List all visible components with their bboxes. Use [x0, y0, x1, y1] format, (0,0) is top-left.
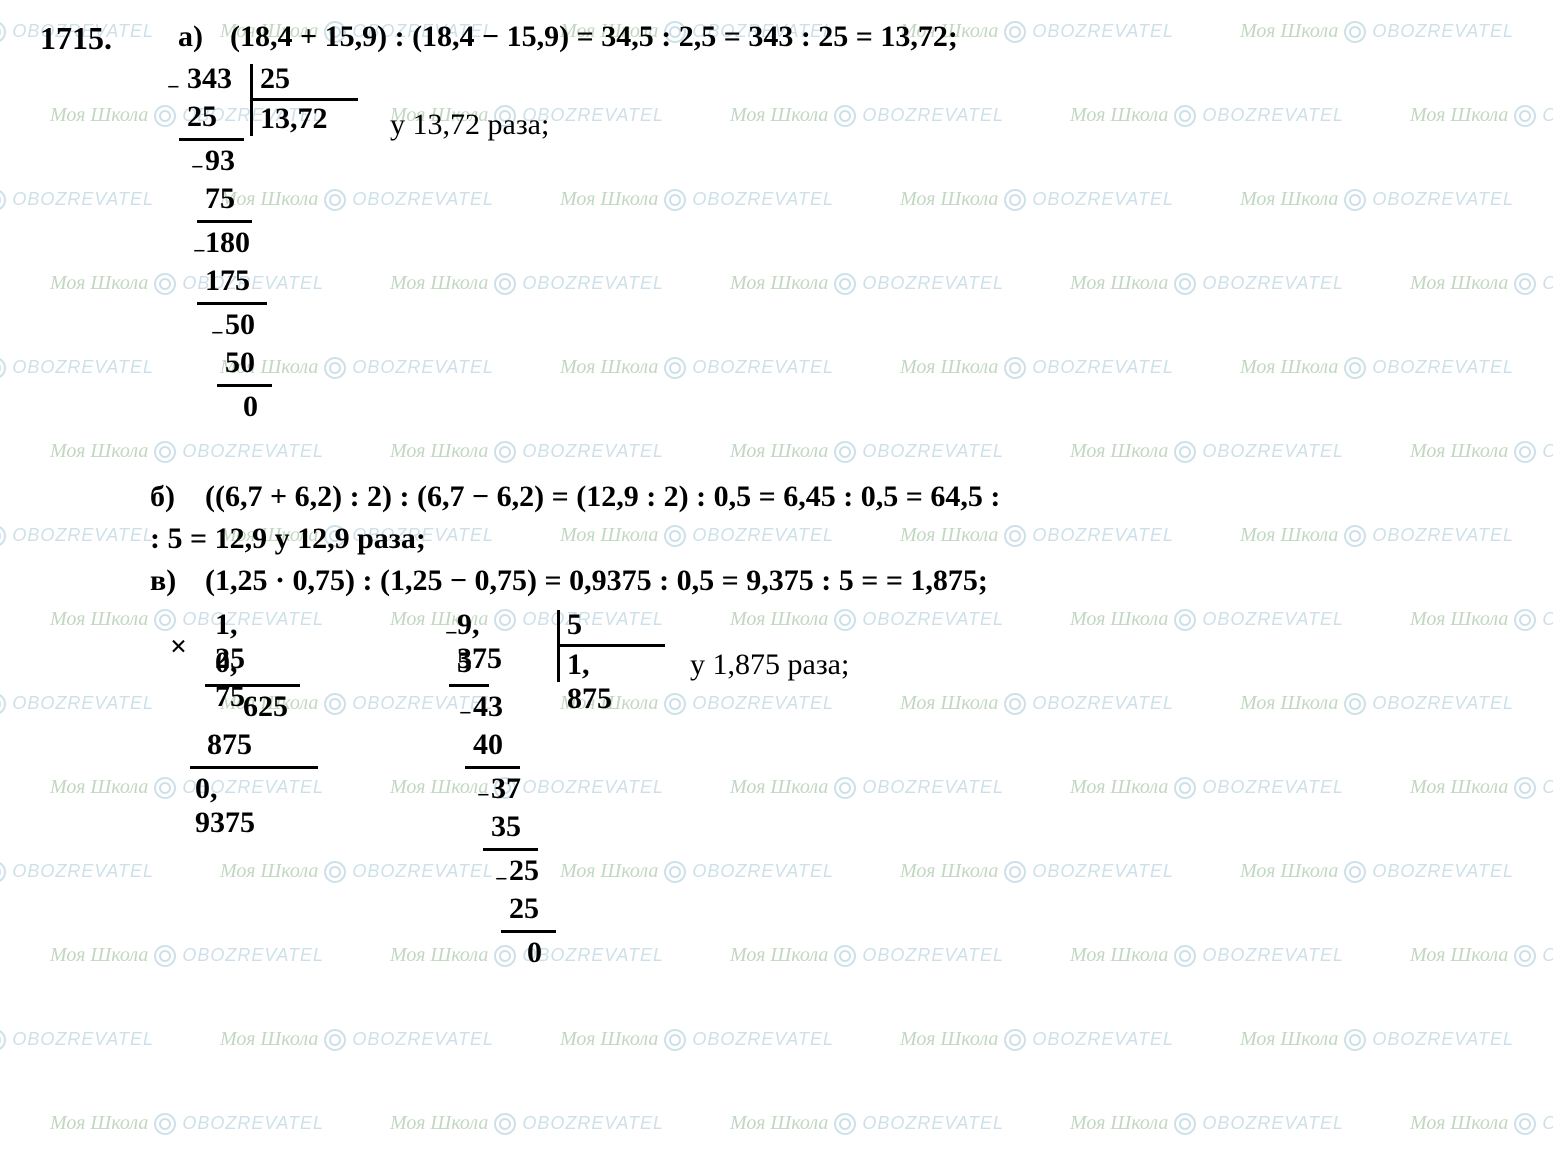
- ld-sub-1: 25: [187, 100, 217, 134]
- ld-step-2a: 93: [205, 144, 235, 178]
- ldc-divisor: 5: [567, 608, 582, 642]
- ldc-hline: [560, 644, 665, 647]
- part-c-answer: у 1,875 раза;: [690, 648, 849, 682]
- ld-step-4a: 50: [225, 308, 255, 342]
- ld-hline-divisor: [253, 98, 358, 101]
- ldc-37: 37: [491, 772, 521, 806]
- ldc-line-2: [465, 766, 520, 769]
- ldc-sub-1: 5: [457, 646, 472, 680]
- ldc-25a: 25: [509, 854, 539, 888]
- ld-line-3: [197, 302, 267, 305]
- mult-p1: 625: [243, 690, 288, 724]
- ld-divisor: 25: [260, 62, 290, 96]
- ldc-35: 35: [491, 810, 521, 844]
- ldc-minus: −: [477, 782, 490, 808]
- part-b-label: б): [150, 480, 175, 514]
- problem-number: 1715.: [40, 20, 112, 57]
- mult-sign: ×: [170, 630, 187, 664]
- part-a-answer: у 13,72 раза;: [390, 108, 549, 142]
- mult-b: 0, 75: [215, 646, 245, 714]
- ldc-line-3: [483, 848, 538, 851]
- ld-quotient: 13,72: [260, 102, 328, 136]
- mult-p2: 875: [207, 728, 252, 762]
- part-a-label: а): [178, 20, 203, 54]
- ldc-minus: −: [459, 700, 472, 726]
- ld-minus: −: [167, 74, 180, 100]
- part-b-line2: : 5 = 12,9 у 12,9 раза;: [150, 522, 426, 556]
- ldc-minus: −: [445, 620, 458, 646]
- ld-minus: −: [211, 320, 224, 346]
- ldc-25b: 25: [509, 892, 539, 926]
- ldc-line-4: [501, 930, 556, 933]
- ld-minus: −: [191, 154, 204, 180]
- part-c-expression: (1,25 · 0,75) : (1,25 − 0,75) = 0,9375 :…: [205, 564, 988, 598]
- ld-line-4: [217, 384, 272, 387]
- part-a-expression: (18,4 + 15,9) : (18,4 − 15,9) = 34,5 : 2…: [230, 20, 958, 54]
- ldc-quotient: 1, 875: [567, 648, 612, 716]
- ldc-43: 43: [473, 690, 503, 724]
- part-b-line1: ((6,7 + 6,2) : 2) : (6,7 − 6,2) = (12,9 …: [205, 480, 1000, 514]
- ld-line-1: [179, 138, 244, 141]
- ld-step-2b: 75: [205, 182, 235, 216]
- ld-step-3a: 180: [205, 226, 250, 260]
- mult-line-1: [205, 684, 300, 687]
- ldc-line-1: [449, 684, 489, 687]
- ld-minus: −: [193, 238, 206, 264]
- part-c-label: в): [150, 564, 176, 598]
- ldc-40: 40: [473, 728, 503, 762]
- ld-step-3b: 175: [205, 264, 250, 298]
- ldc-minus: −: [495, 866, 508, 892]
- ld-dividend: 343: [187, 62, 232, 96]
- mult-result: 0, 9375: [195, 772, 255, 840]
- ld-step-4b: 50: [225, 346, 255, 380]
- ld-remainder: 0: [243, 390, 258, 424]
- ldc-rem: 0: [527, 936, 542, 970]
- mult-line-2: [190, 766, 318, 769]
- ld-line-2: [197, 220, 252, 223]
